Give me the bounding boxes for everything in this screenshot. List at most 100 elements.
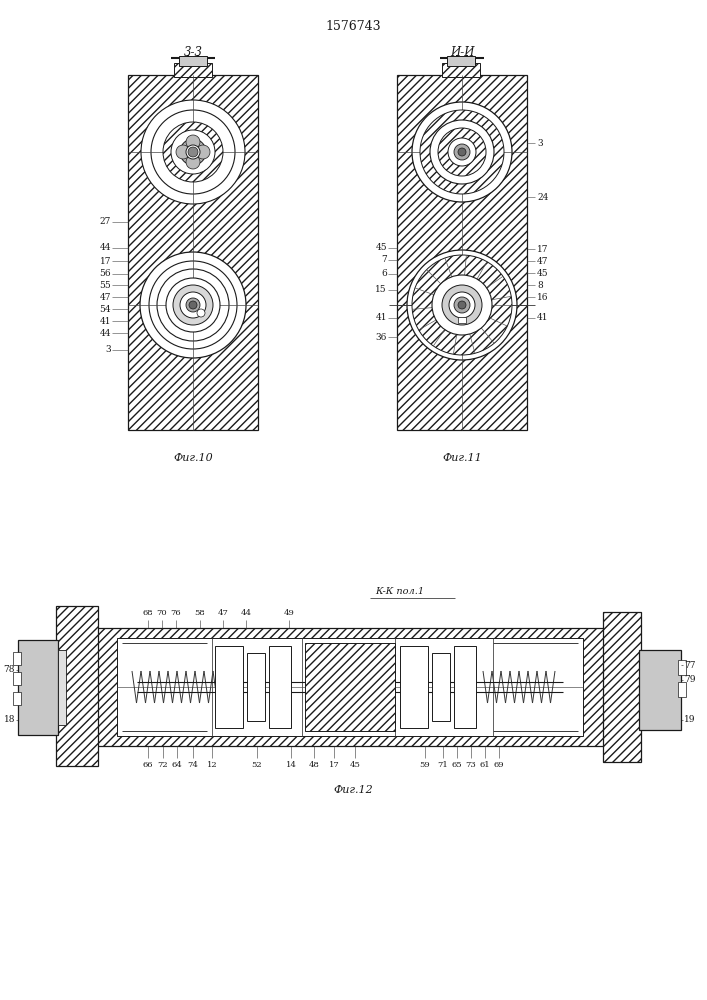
Circle shape — [186, 145, 200, 159]
Circle shape — [141, 100, 245, 204]
Text: 71: 71 — [438, 761, 448, 769]
Circle shape — [157, 269, 229, 341]
Text: 45: 45 — [537, 268, 549, 277]
Circle shape — [448, 138, 476, 166]
Text: 15: 15 — [375, 286, 387, 294]
Bar — [117, 638, 583, 736]
Circle shape — [407, 250, 517, 360]
Text: 36: 36 — [375, 332, 387, 342]
Text: 44: 44 — [100, 243, 111, 252]
Text: 79: 79 — [684, 676, 696, 684]
Bar — [397, 75, 527, 430]
Text: 66: 66 — [143, 761, 153, 769]
Bar — [247, 653, 265, 721]
Circle shape — [171, 130, 215, 174]
Text: К-К пол.1: К-К пол.1 — [375, 587, 424, 596]
Text: 44: 44 — [100, 328, 111, 338]
Circle shape — [173, 285, 213, 325]
Text: 17: 17 — [537, 244, 549, 253]
Text: 49: 49 — [284, 609, 294, 617]
Text: 78: 78 — [4, 666, 15, 674]
Circle shape — [186, 135, 200, 149]
Bar — [13, 652, 21, 665]
Bar — [174, 63, 212, 77]
Text: 69: 69 — [493, 761, 504, 769]
Circle shape — [420, 110, 504, 194]
Text: 14: 14 — [286, 761, 296, 769]
Text: 27: 27 — [100, 218, 111, 227]
Bar — [678, 682, 686, 697]
Text: 61: 61 — [479, 761, 491, 769]
Text: 18: 18 — [4, 716, 15, 724]
Text: 3-3: 3-3 — [184, 45, 202, 58]
Circle shape — [149, 261, 237, 349]
Circle shape — [454, 297, 470, 313]
Text: 6: 6 — [381, 269, 387, 278]
Circle shape — [449, 292, 475, 318]
Bar — [639, 650, 681, 730]
Bar — [95, 628, 605, 746]
Circle shape — [186, 155, 200, 169]
Text: 73: 73 — [466, 761, 477, 769]
Bar — [56, 606, 98, 766]
Text: 59: 59 — [420, 761, 431, 769]
Circle shape — [197, 309, 205, 317]
Circle shape — [430, 120, 494, 184]
Circle shape — [438, 128, 486, 176]
Text: 45: 45 — [349, 761, 361, 769]
Circle shape — [180, 139, 206, 165]
Text: 47: 47 — [537, 256, 549, 265]
Text: 17: 17 — [100, 256, 111, 265]
Bar — [603, 612, 641, 762]
Circle shape — [412, 255, 512, 355]
Text: 58: 58 — [194, 609, 205, 617]
Text: 3: 3 — [537, 138, 543, 147]
Text: 47: 47 — [218, 609, 228, 617]
Text: 56: 56 — [100, 269, 111, 278]
Bar — [305, 643, 395, 731]
Text: 8: 8 — [537, 280, 543, 290]
Circle shape — [186, 298, 200, 312]
Bar — [442, 63, 480, 77]
Text: Фиг.10: Фиг.10 — [173, 453, 213, 463]
Text: 48: 48 — [308, 761, 320, 769]
Circle shape — [412, 102, 512, 202]
Text: 65: 65 — [452, 761, 462, 769]
Circle shape — [442, 285, 482, 325]
Text: 52: 52 — [252, 761, 262, 769]
Circle shape — [166, 278, 220, 332]
Circle shape — [140, 252, 246, 358]
Text: Фиг.12: Фиг.12 — [333, 785, 373, 795]
Text: 76: 76 — [170, 609, 181, 617]
Bar — [432, 653, 450, 721]
Bar — [13, 692, 21, 705]
Text: Фиг.11: Фиг.11 — [442, 453, 482, 463]
Bar — [454, 646, 476, 728]
Text: 19: 19 — [684, 716, 696, 724]
Circle shape — [176, 145, 190, 159]
Circle shape — [180, 292, 206, 318]
Text: 74: 74 — [187, 761, 199, 769]
Circle shape — [458, 148, 466, 156]
Circle shape — [151, 110, 235, 194]
Text: 24: 24 — [537, 192, 549, 202]
Circle shape — [454, 144, 470, 160]
Text: 41: 41 — [100, 316, 111, 326]
Text: И-И: И-И — [450, 45, 474, 58]
Text: 55: 55 — [99, 280, 111, 290]
Bar — [215, 646, 243, 728]
Text: 47: 47 — [100, 292, 111, 302]
Circle shape — [163, 122, 223, 182]
Text: 45: 45 — [375, 243, 387, 252]
Text: 41: 41 — [375, 314, 387, 322]
Bar — [128, 75, 258, 430]
Bar — [269, 646, 291, 728]
Text: 1576743: 1576743 — [325, 20, 381, 33]
Circle shape — [458, 301, 466, 309]
Text: 77: 77 — [684, 660, 696, 670]
Text: 68: 68 — [143, 609, 153, 617]
Text: 16: 16 — [537, 292, 549, 302]
Circle shape — [196, 145, 210, 159]
Text: 72: 72 — [158, 761, 168, 769]
Circle shape — [188, 147, 198, 157]
